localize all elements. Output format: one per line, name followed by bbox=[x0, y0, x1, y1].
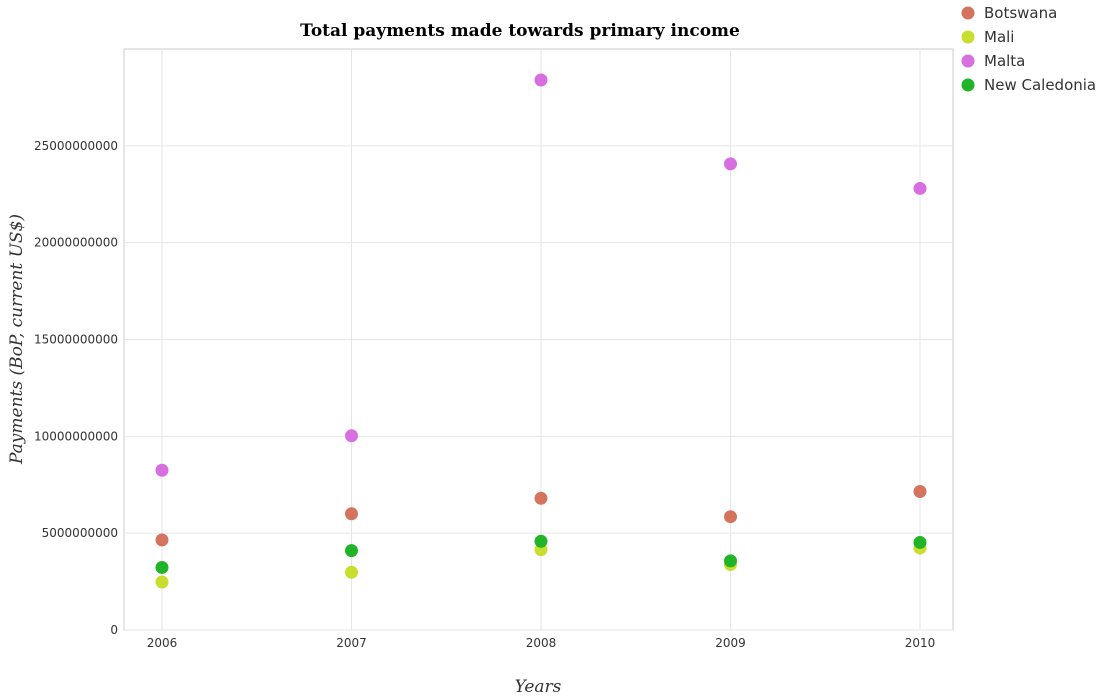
data-points bbox=[155, 73, 927, 589]
point-botswana bbox=[913, 485, 927, 499]
point-new-caledonia bbox=[155, 560, 169, 574]
x-tick-label: 2009 bbox=[715, 636, 746, 650]
y-tick-label: 5000000000 bbox=[42, 526, 118, 540]
point-new-caledonia bbox=[724, 554, 737, 568]
legend-marker bbox=[961, 6, 975, 20]
point-malta bbox=[155, 463, 169, 477]
point-botswana bbox=[155, 533, 169, 547]
legend-marker bbox=[961, 78, 975, 92]
y-tick-label: 25000000000 bbox=[34, 139, 118, 153]
point-malta bbox=[534, 73, 548, 87]
point-mali bbox=[345, 565, 358, 579]
x-axis-label: Years bbox=[515, 677, 562, 697]
point-malta bbox=[345, 429, 358, 443]
x-tick-labels: 2006 2007 2008 2009 2010 bbox=[147, 636, 936, 650]
x-tick-label: 2008 bbox=[526, 636, 557, 650]
x-tick-label: 2006 bbox=[147, 636, 178, 650]
point-new-caledonia bbox=[534, 534, 548, 548]
y-tick-label: 10000000000 bbox=[34, 429, 118, 443]
legend-marker bbox=[961, 54, 975, 68]
y-axis-label: Payments (BoP, current US$) bbox=[7, 214, 27, 465]
legend-label: Mali bbox=[984, 28, 1014, 46]
x-tick-label: 2010 bbox=[905, 636, 936, 650]
y-tick-labels: 0 5000000000 10000000000 15000000000 2000000… bbox=[34, 139, 118, 637]
point-mali bbox=[155, 575, 169, 589]
legend: Botswana Mali Malta New Caledonia bbox=[961, 4, 1096, 94]
point-botswana bbox=[724, 510, 737, 524]
point-new-caledonia bbox=[345, 544, 358, 558]
chart-title: Total payments made towards primary inco… bbox=[300, 21, 740, 41]
x-tick-label: 2007 bbox=[336, 636, 367, 650]
point-new-caledonia bbox=[913, 535, 927, 549]
point-malta bbox=[913, 181, 927, 195]
point-malta bbox=[724, 157, 737, 171]
point-botswana bbox=[345, 507, 358, 521]
y-tick-label: 15000000000 bbox=[34, 333, 118, 347]
plot-area bbox=[123, 48, 954, 631]
legend-label: Malta bbox=[984, 52, 1025, 70]
grid-y bbox=[124, 145, 953, 631]
y-tick-label: 20000000000 bbox=[34, 236, 118, 250]
legend-label: New Caledonia bbox=[984, 76, 1096, 94]
legend-marker bbox=[961, 30, 975, 44]
point-botswana bbox=[534, 491, 548, 505]
y-tick-label: 0 bbox=[110, 623, 118, 637]
legend-label: Botswana bbox=[984, 4, 1057, 22]
